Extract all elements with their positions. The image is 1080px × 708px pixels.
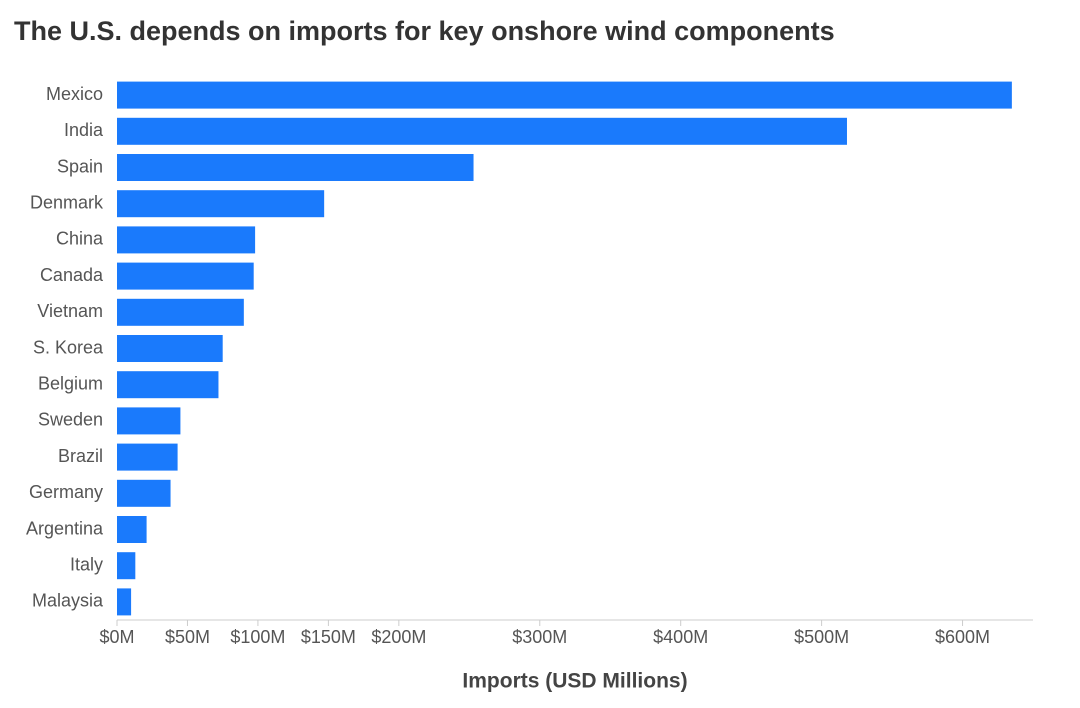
y-tick-label: Denmark [30, 192, 104, 212]
x-tick-label: $300M [512, 627, 567, 647]
y-tick-label: Italy [70, 554, 103, 574]
bar [117, 117, 847, 145]
y-tick-label: Brazil [58, 446, 103, 466]
bar [117, 552, 136, 580]
bar [117, 588, 132, 616]
bar [117, 154, 474, 181]
bar [117, 335, 223, 362]
bar [117, 443, 178, 471]
chart-title: The U.S. depends on imports for key onsh… [14, 16, 835, 46]
bar [117, 298, 244, 326]
x-tick-label: $50M [165, 627, 210, 647]
y-tick-label: India [64, 120, 104, 140]
x-tick-label: $500M [794, 627, 849, 647]
bar [117, 479, 171, 507]
x-tick-label: $600M [935, 627, 990, 647]
y-tick-label: China [56, 229, 104, 249]
y-tick-label: Canada [40, 265, 104, 285]
y-tick-label: Argentina [26, 518, 104, 538]
x-tick-label: $100M [230, 627, 285, 647]
bar [117, 407, 181, 435]
x-tick-label: $150M [301, 627, 356, 647]
y-tick-label: Spain [57, 156, 103, 176]
bar [117, 190, 325, 218]
y-tick-label: Malaysia [32, 591, 104, 611]
y-tick-label: Mexico [46, 84, 103, 104]
x-tick-label: $200M [371, 627, 426, 647]
bar [117, 516, 147, 543]
x-tick-label: $400M [653, 627, 708, 647]
bar [117, 81, 1012, 109]
y-tick-label: Belgium [38, 373, 103, 393]
y-tick-label: Germany [29, 482, 103, 502]
bar [117, 226, 256, 254]
bar [117, 262, 254, 290]
x-tick-label: $0M [99, 627, 134, 647]
y-tick-label: Vietnam [37, 301, 103, 321]
y-tick-label: S. Korea [33, 337, 104, 357]
y-tick-label: Sweden [38, 410, 103, 430]
x-axis-title: Imports (USD Millions) [462, 670, 687, 693]
bar [117, 371, 219, 399]
